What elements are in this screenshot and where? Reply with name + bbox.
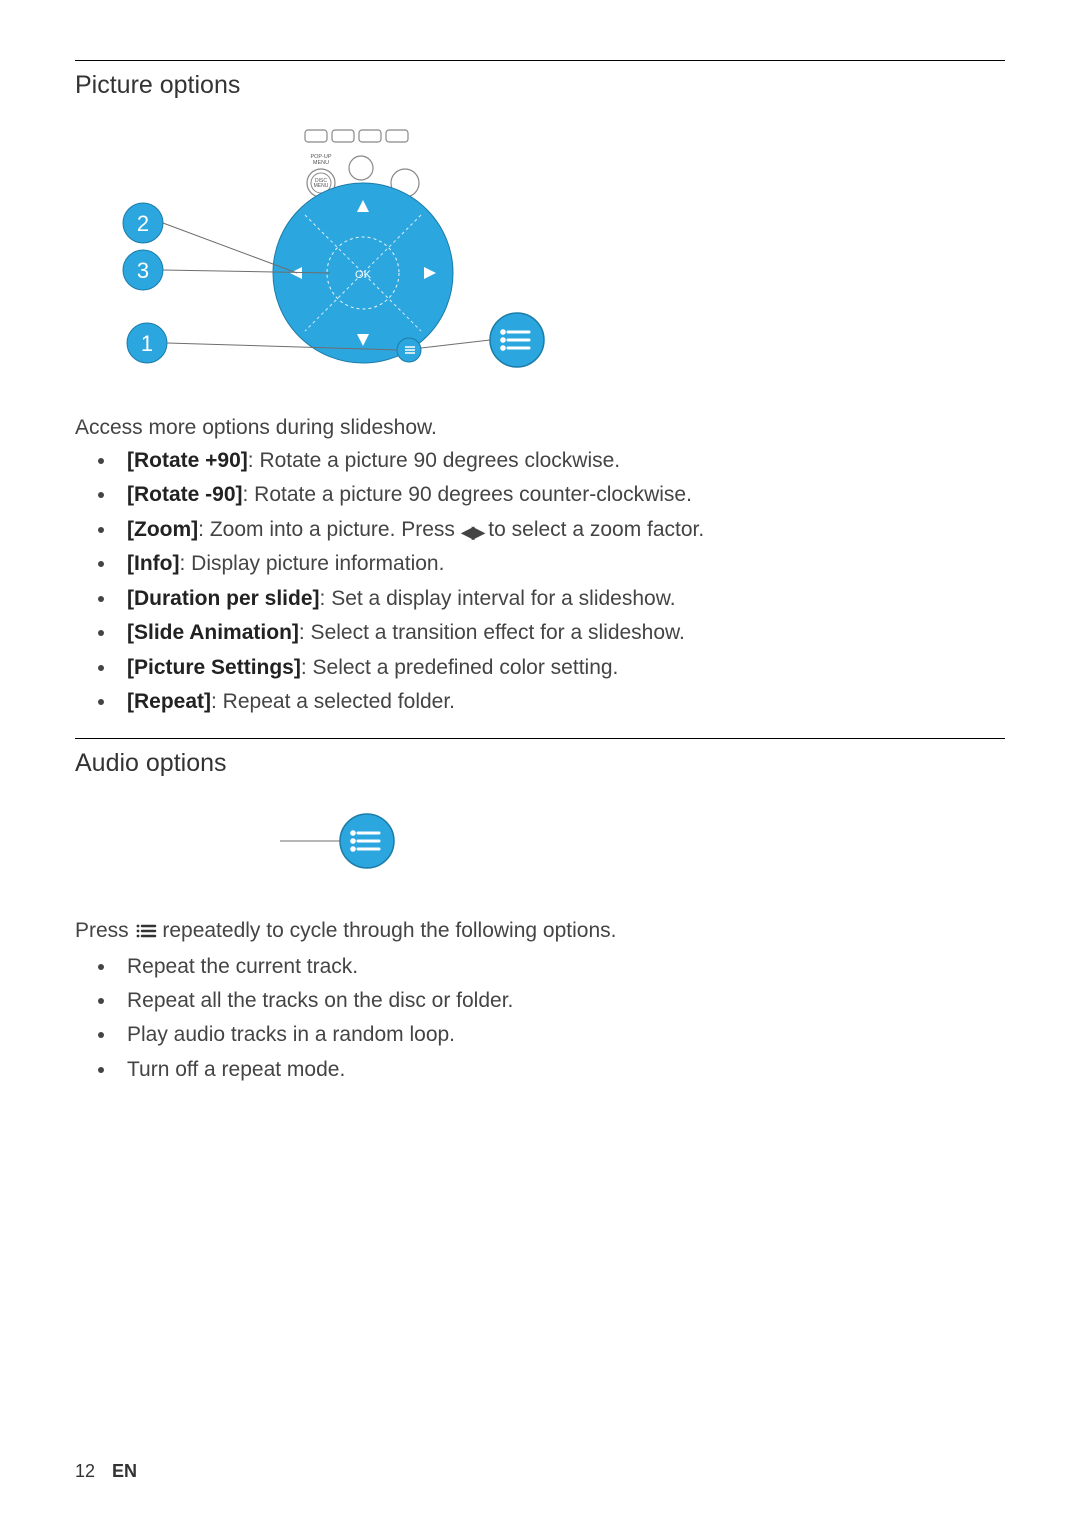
audio-options-list: Repeat the current track. Repeat all the … [75, 952, 1005, 1086]
list-item: [Rotate +90]: Rotate a picture 90 degree… [117, 446, 1005, 476]
list-item: Play audio tracks in a random loop. [117, 1020, 1005, 1050]
list-item: [Zoom]: Zoom into a picture. Press ◀▶ to… [117, 515, 1005, 545]
svg-text:OK: OK [355, 269, 372, 281]
page-footer: 12 EN [75, 1461, 137, 1482]
remote-diagram: POP-UP MENU DISC MENU OK [85, 108, 1005, 398]
audio-intro: Press repeatedly to cycle through the fo… [75, 919, 1005, 946]
list-icon [135, 922, 157, 946]
list-item: Repeat all the tracks on the disc or fol… [117, 986, 1005, 1016]
svg-text:2: 2 [137, 211, 149, 236]
picture-options-list: [Rotate +90]: Rotate a picture 90 degree… [75, 446, 1005, 718]
picture-intro: Access more options during slideshow. [75, 416, 1005, 440]
svg-text:1: 1 [141, 331, 153, 356]
picture-options-heading: Picture options [75, 71, 1005, 100]
list-item: [Info]: Display picture information. [117, 549, 1005, 579]
list-item: Turn off a repeat mode. [117, 1055, 1005, 1085]
list-item: Repeat the current track. [117, 952, 1005, 982]
svg-text:3: 3 [137, 258, 149, 283]
list-item: [Picture Settings]: Select a predefined … [117, 653, 1005, 683]
page-lang: EN [112, 1461, 137, 1481]
left-right-arrows-icon: ◀▶ [461, 519, 483, 545]
audio-diagram [85, 786, 1005, 901]
list-item: [Slide Animation]: Select a transition e… [117, 618, 1005, 648]
svg-text:MENU: MENU [313, 160, 329, 166]
list-item: [Rotate -90]: Rotate a picture 90 degree… [117, 480, 1005, 510]
list-item: [Duration per slide]: Set a display inte… [117, 584, 1005, 614]
svg-text:MENU: MENU [314, 183, 329, 189]
audio-options-heading: Audio options [75, 749, 1005, 778]
page-number: 12 [75, 1461, 95, 1481]
list-item: [Repeat]: Repeat a selected folder. [117, 687, 1005, 717]
